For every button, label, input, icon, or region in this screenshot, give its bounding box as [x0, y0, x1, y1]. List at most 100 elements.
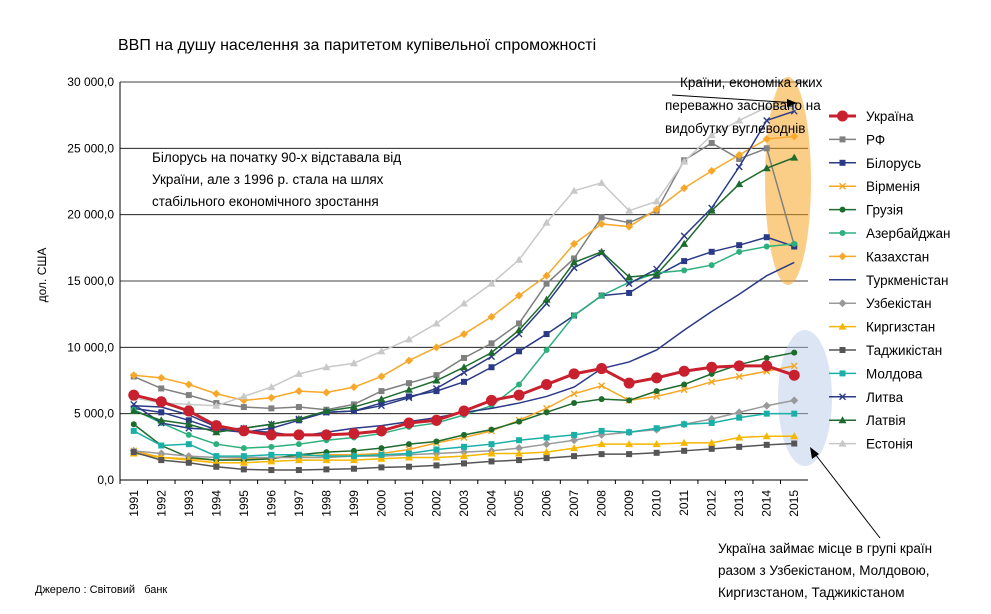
data-point — [763, 145, 770, 152]
data-point — [460, 363, 468, 371]
data-point — [838, 252, 847, 261]
legend-item: Білорусь — [829, 156, 921, 171]
data-point — [790, 153, 799, 161]
data-point — [652, 440, 661, 448]
data-point — [516, 437, 523, 444]
legend-item: Литва — [829, 390, 904, 405]
y-tick-label: 25 000,0 — [67, 141, 114, 155]
x-tick-label: 2000 — [374, 490, 388, 517]
annotation-bottom-arrow — [811, 449, 881, 539]
y-tick-label: 10 000,0 — [67, 340, 114, 354]
x-tick-label: 1991 — [127, 490, 141, 517]
data-point — [762, 135, 771, 144]
x-tick-label: 2010 — [650, 490, 664, 517]
data-point — [184, 400, 193, 408]
data-point — [404, 385, 413, 393]
data-point — [432, 384, 440, 392]
data-point — [597, 247, 606, 255]
data-point — [461, 431, 467, 438]
data-point — [543, 455, 550, 462]
data-point — [678, 365, 690, 377]
data-point — [735, 408, 744, 417]
y-tick-labels: 0,0 5 000,0 10 000,0 15 000,0 20 000,0 25 000… — [67, 75, 114, 487]
data-point — [735, 180, 744, 188]
y-tick-label: 30 000,0 — [67, 75, 114, 89]
data-point — [185, 441, 192, 448]
data-point — [185, 459, 192, 466]
legend-item: Вірменія — [829, 179, 920, 194]
data-point — [433, 372, 440, 379]
data-point — [488, 458, 495, 465]
low-income-group-highlight — [778, 330, 832, 466]
legend-label: Киргизстан — [866, 320, 935, 335]
data-point — [708, 378, 716, 386]
data-point — [155, 396, 167, 408]
data-point — [432, 343, 441, 352]
data-point — [322, 388, 331, 397]
data-point — [516, 320, 523, 327]
data-point — [515, 291, 524, 300]
data-point — [570, 390, 578, 398]
legend-label: Узбекістан — [866, 296, 932, 311]
annotation-bottom-line-1: Україна займає місце в групі країн — [718, 541, 932, 556]
data-point — [405, 441, 412, 448]
x-tick-label: 2009 — [622, 490, 636, 517]
data-point — [681, 421, 688, 428]
data-point — [681, 447, 688, 454]
legend-item: Молдова — [829, 366, 923, 381]
data-point — [488, 441, 495, 448]
data-point — [185, 431, 192, 438]
data-point — [378, 464, 385, 471]
data-point — [239, 392, 248, 400]
data-point — [322, 407, 331, 415]
legend-item: Туркменістан — [829, 273, 949, 288]
data-point — [433, 438, 440, 445]
data-point — [542, 440, 551, 449]
y-tick-label: 15 000,0 — [67, 274, 114, 288]
data-point — [763, 354, 770, 361]
data-point — [349, 456, 358, 464]
data-point — [515, 326, 524, 334]
x-tick-label: 1992 — [154, 490, 168, 517]
data-point — [294, 456, 303, 464]
x-tick-label: 1994 — [209, 490, 223, 517]
data-point — [680, 386, 688, 394]
data-point — [377, 402, 385, 410]
x-tick-label: 1993 — [182, 490, 196, 517]
data-point — [626, 429, 633, 436]
data-point — [791, 410, 798, 417]
legend-item: Грузія — [829, 203, 903, 218]
data-point — [515, 444, 524, 453]
data-point — [570, 444, 579, 452]
x-tick-label: 2003 — [457, 490, 471, 517]
data-point — [735, 150, 744, 159]
data-point — [130, 400, 138, 408]
data-point — [488, 340, 495, 347]
data-point — [680, 184, 689, 193]
data-point — [839, 230, 846, 236]
data-point — [377, 454, 386, 462]
data-point — [320, 429, 332, 441]
data-point — [268, 451, 275, 458]
data-point — [597, 440, 606, 448]
data-point — [433, 462, 440, 469]
data-point — [212, 401, 221, 409]
series-lines — [128, 103, 800, 474]
data-point — [516, 418, 523, 425]
data-point — [460, 330, 468, 339]
legend-item: Україна — [829, 109, 914, 124]
data-point — [293, 429, 305, 441]
legend-label: Азербайджан — [866, 226, 950, 241]
data-point — [598, 451, 605, 458]
gridlines — [120, 81, 808, 415]
legend-item: Узбекістан — [829, 296, 932, 311]
data-point — [623, 377, 635, 389]
data-point — [377, 347, 386, 355]
data-point — [350, 465, 357, 472]
series-5 — [130, 240, 798, 452]
legend-label: Молдова — [866, 366, 923, 381]
data-point — [404, 453, 413, 461]
data-point — [788, 369, 800, 381]
chart-title: ВВП на душу населення за паритетом купів… — [118, 37, 596, 54]
data-point — [295, 451, 302, 458]
